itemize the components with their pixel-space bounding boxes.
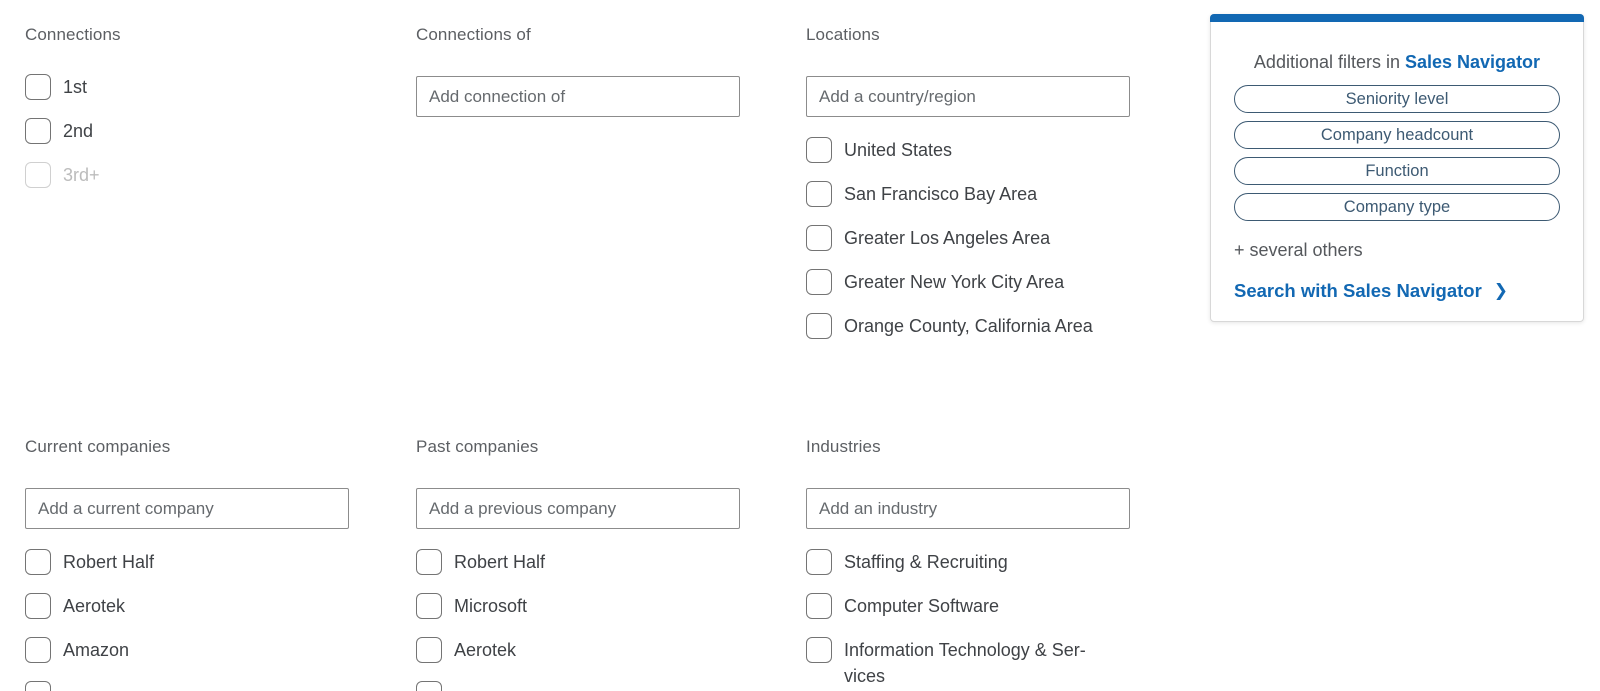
option-row-current-aerotek[interactable]: Aerotek [25,593,365,619]
option-row-san-francisco-bay-area[interactable]: San Francisco Bay Area [806,181,1146,207]
option-row-information-technology-services[interactable]: Information Technology & Ser- vices [806,637,1146,689]
checkbox-3rd-plus [25,162,51,188]
checkbox-label-computer-software: Computer Software [844,596,1000,616]
checkbox-label-information-technology-services: Information Technology & Ser- vices [844,640,1086,686]
checkbox-label-united-states: United States [844,140,953,160]
option-row-2nd[interactable]: 2nd [25,118,365,144]
checkbox-san-francisco-bay-area[interactable] [806,181,832,207]
checkbox-greater-los-angeles-area[interactable] [806,225,832,251]
checkbox-orange-county-california-area[interactable] [806,313,832,339]
option-row-united-states[interactable]: United States [806,137,1146,163]
section-title-industries: Industries [806,437,881,456]
pill-company-type[interactable]: Company type [1234,193,1560,221]
checkbox-information-technology-services[interactable] [806,637,832,663]
option-row-past-microsoft[interactable]: Microsoft [416,593,756,619]
search-with-sales-navigator-link[interactable]: Search with Sales Navigator ❯ [1234,280,1508,302]
sales-navigator-promo-card: Additional filters in Sales Navigator Se… [1210,14,1584,322]
checkbox-staffing-recruiting[interactable] [806,549,832,575]
option-row-past-aerotek[interactable]: Aerotek [416,637,756,663]
checkbox-label-past-microsoft: Microsoft [454,596,528,616]
option-row-3rd-plus: 3rd+ [25,162,365,188]
section-title-locations: Locations [806,25,880,44]
pill-company-headcount[interactable]: Company headcount [1234,121,1560,149]
connections-option-list: 1st 2nd 3rd+ [25,74,365,206]
promo-pill-list: Seniority level Company headcount Functi… [1234,85,1560,229]
connections-of-input[interactable] [416,76,740,117]
checkbox-greater-new-york-city-area[interactable] [806,269,832,295]
locations-input[interactable] [806,76,1130,117]
option-row-orange-county-california-area[interactable]: Orange County, California Area [806,313,1146,339]
section-title-current-companies: Current companies [25,437,171,456]
section-current-companies: Current companies Robert Half Aerotek Am… [25,436,349,691]
checkbox-label-orange-county-california-area: Orange County, California Area [844,316,1093,336]
option-row-past-partial[interactable] [416,681,756,691]
current-companies-input[interactable] [25,488,349,529]
industries-input[interactable] [806,488,1130,529]
past-companies-option-list: Robert Half Microsoft Aerotek [416,549,756,691]
checkbox-label-3rd-plus: 3rd+ [63,165,100,185]
locations-option-list: United States San Francisco Bay Area Gre… [806,137,1146,357]
checkbox-computer-software[interactable] [806,593,832,619]
checkbox-label-greater-new-york-city-area: Greater New York City Area [844,272,1065,292]
checkbox-united-states[interactable] [806,137,832,163]
section-connections: Connections 1st 2nd 3rd+ [25,24,349,188]
checkbox-current-partial[interactable] [25,681,51,691]
option-row-1st[interactable]: 1st [25,74,365,100]
checkbox-past-partial[interactable] [416,681,442,691]
option-row-greater-new-york-city-area[interactable]: Greater New York City Area [806,269,1146,295]
option-row-staffing-recruiting[interactable]: Staffing & Recruiting [806,549,1146,575]
cta-label: Search with Sales Navigator [1234,280,1482,301]
checkbox-label-1st: 1st [63,77,88,97]
section-locations: Locations United States San Francisco Ba… [806,24,1130,339]
option-row-computer-software[interactable]: Computer Software [806,593,1146,619]
industries-option-list: Staffing & Recruiting Computer Software … [806,549,1146,691]
checkbox-label-staffing-recruiting: Staffing & Recruiting [844,552,1008,572]
checkbox-1st[interactable] [25,74,51,100]
checkbox-label-san-francisco-bay-area: San Francisco Bay Area [844,184,1038,204]
promo-others-note: + several others [1234,240,1363,260]
option-row-greater-los-angeles-area[interactable]: Greater Los Angeles Area [806,225,1146,251]
checkbox-current-aerotek[interactable] [25,593,51,619]
checkbox-2nd[interactable] [25,118,51,144]
checkbox-label-past-robert-half: Robert Half [454,552,546,572]
past-companies-input[interactable] [416,488,740,529]
checkbox-label-current-amazon: Amazon [63,640,130,660]
checkbox-past-aerotek[interactable] [416,637,442,663]
checkbox-label-past-aerotek: Aerotek [454,640,517,660]
section-title-connections-of: Connections of [416,25,531,44]
option-row-past-robert-half[interactable]: Robert Half [416,549,756,575]
section-past-companies: Past companies Robert Half Microsoft Aer… [416,436,740,691]
checkbox-label-current-aerotek: Aerotek [63,596,126,616]
checkbox-past-robert-half[interactable] [416,549,442,575]
checkbox-past-microsoft[interactable] [416,593,442,619]
promo-card-title: Additional filters in Sales Navigator [1211,52,1583,73]
section-title-past-companies: Past companies [416,437,539,456]
chevron-right-icon: ❯ [1493,281,1509,300]
option-row-current-amazon[interactable]: Amazon [25,637,365,663]
option-row-current-robert-half[interactable]: Robert Half [25,549,365,575]
pill-function[interactable]: Function [1234,157,1560,185]
promo-card-accent-bar [1210,14,1584,22]
promo-card-title-prefix: Additional filters in [1253,52,1405,72]
checkbox-label-current-robert-half: Robert Half [63,552,155,572]
option-row-current-partial[interactable] [25,681,365,691]
section-industries: Industries Staffing & Recruiting Compute… [806,436,1130,686]
sales-navigator-link[interactable]: Sales Navigator [1405,52,1541,72]
current-companies-option-list: Robert Half Aerotek Amazon [25,549,365,691]
section-title-connections: Connections [25,25,121,44]
section-connections-of: Connections of [416,24,740,117]
pill-seniority-level[interactable]: Seniority level [1234,85,1560,113]
checkbox-current-amazon[interactable] [25,637,51,663]
checkbox-label-2nd: 2nd [63,121,94,141]
checkbox-label-greater-los-angeles-area: Greater Los Angeles Area [844,228,1051,248]
checkbox-current-robert-half[interactable] [25,549,51,575]
